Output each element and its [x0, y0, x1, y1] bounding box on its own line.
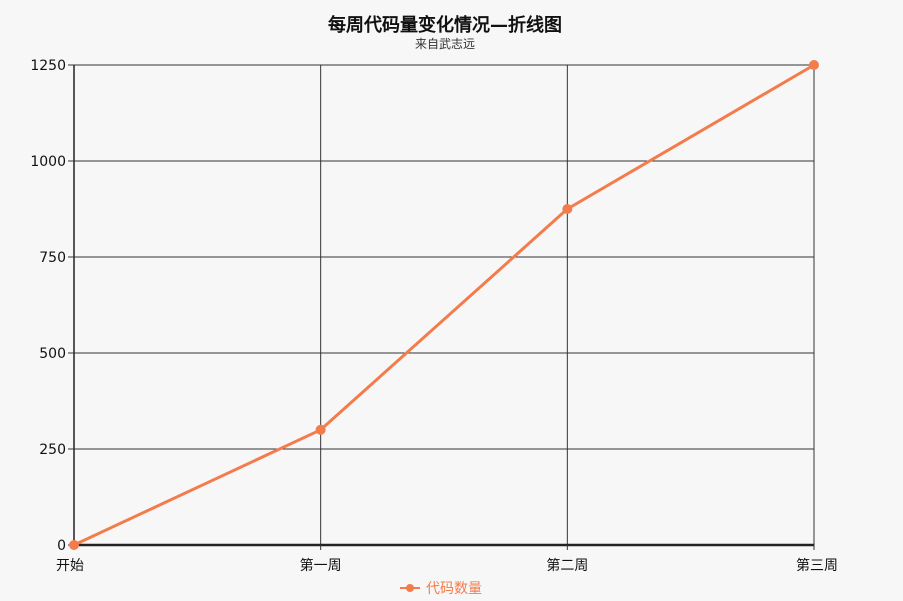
data-point[interactable] — [69, 540, 79, 550]
chart-title: 每周代码量变化情况—折线图 — [328, 14, 562, 36]
chart-subtitle: 来自武志远 — [415, 37, 475, 51]
y-tick-label: 0 — [57, 538, 66, 554]
series-group — [69, 60, 819, 550]
x-axis-ticks: 开始 第一周 第二周 第三周 — [56, 545, 838, 574]
y-tick-label: 1000 — [30, 154, 66, 170]
y-tick-label: 1250 — [30, 58, 66, 74]
series-line — [73, 63, 815, 547]
y-axis-ticks: 0 250 500 750 1000 1250 — [30, 58, 74, 554]
axes — [73, 65, 814, 547]
x-tick-label: 第一周 — [300, 557, 342, 574]
legend[interactable]: 代码数量 — [400, 581, 482, 597]
data-point[interactable] — [315, 424, 326, 435]
x-tick-label: 第二周 — [546, 557, 588, 574]
x-tick-label: 第三周 — [796, 557, 838, 574]
x-tick-label: 开始 — [56, 558, 84, 574]
y-tick-label: 750 — [39, 250, 66, 266]
y-tick-label: 500 — [39, 346, 66, 362]
data-point[interactable] — [562, 204, 573, 214]
legend-dot-marker — [406, 584, 414, 592]
grid-lines — [74, 64, 815, 545]
data-point[interactable] — [809, 60, 819, 70]
legend-label: 代码数量 — [426, 581, 482, 597]
y-tick-label: 250 — [39, 442, 66, 458]
